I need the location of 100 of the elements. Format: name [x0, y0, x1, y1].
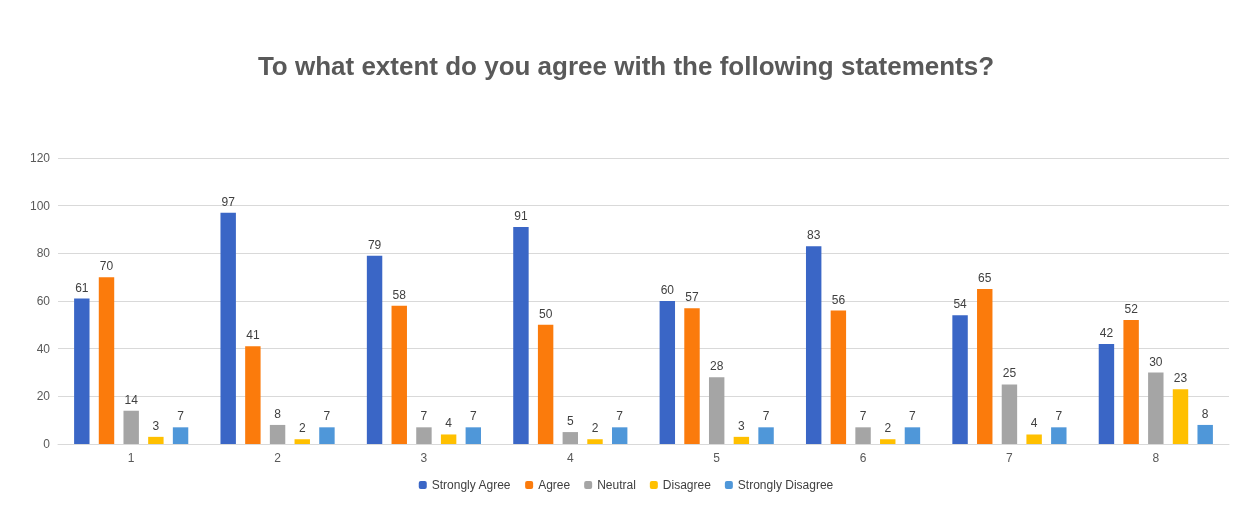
bar: [1051, 427, 1067, 444]
bar: [440, 434, 457, 444]
data-label: 4: [445, 416, 453, 431]
bar: [733, 436, 750, 444]
x-tick-label: 4: [566, 451, 574, 465]
bar: [98, 277, 115, 444]
bar: [416, 427, 432, 444]
bar: [1172, 389, 1189, 444]
data-label: 7: [177, 409, 185, 424]
data-label: 2: [298, 421, 306, 436]
y-tick-label: 40: [36, 341, 51, 356]
bar: [391, 305, 407, 444]
y-tick-label: 80: [36, 246, 51, 261]
x-tick-label: 7: [1006, 451, 1014, 465]
bar: [659, 301, 676, 444]
data-label: 23: [1173, 371, 1188, 386]
data-label: 52: [1124, 302, 1139, 317]
bar: [269, 424, 286, 444]
data-label: 2: [591, 421, 599, 436]
legend-label: Agree: [538, 478, 571, 492]
data-label: 79: [367, 237, 382, 252]
y-tick-label: 0: [43, 437, 51, 451]
data-label: 41: [246, 328, 260, 343]
data-label: 25: [1002, 366, 1017, 381]
bar: [537, 324, 554, 444]
bar: [1001, 384, 1018, 444]
bar: [684, 308, 700, 444]
data-label: 5: [566, 414, 574, 429]
y-tick-label: 100: [29, 198, 51, 213]
x-tick-label: 3: [420, 451, 428, 465]
bar: [1123, 320, 1139, 444]
bar: [513, 227, 529, 444]
bar: [587, 439, 603, 444]
bar: [294, 439, 310, 444]
data-label: 14: [124, 392, 139, 407]
bar: [74, 298, 90, 444]
data-label: 28: [710, 359, 724, 374]
legend-label: Strongly Disagree: [737, 478, 834, 492]
data-label: 7: [323, 409, 331, 424]
data-label: 3: [738, 418, 746, 433]
bar: [245, 346, 261, 444]
data-label: 7: [1055, 409, 1063, 424]
bar: [611, 427, 628, 444]
data-label: 60: [660, 283, 675, 297]
bar: [148, 436, 164, 444]
bar: [220, 212, 236, 444]
bar: [1098, 343, 1115, 444]
data-label: 30: [1149, 354, 1163, 369]
bar: [904, 427, 921, 444]
bar: [758, 427, 774, 444]
data-label: 7: [909, 409, 917, 424]
x-tick-label: 1: [127, 451, 135, 465]
data-label: 61: [75, 280, 89, 295]
data-label: 3: [152, 418, 160, 433]
data-label: 7: [859, 409, 867, 424]
legend-label: Strongly Agree: [431, 478, 511, 492]
data-label: 7: [469, 409, 477, 424]
bar: [172, 427, 189, 444]
x-tick-label: 8: [1152, 451, 1160, 465]
bar: [465, 427, 482, 444]
data-label: 8: [274, 406, 282, 421]
data-label: 7: [420, 409, 428, 424]
data-label: 83: [807, 228, 821, 243]
legend-label: Neutral: [597, 478, 636, 492]
data-label: 57: [685, 290, 699, 305]
bar: [855, 427, 871, 444]
bar: [366, 255, 383, 444]
data-label: 7: [616, 409, 624, 424]
data-label: 70: [99, 259, 114, 274]
bar: [1197, 424, 1213, 444]
bar: [319, 427, 335, 444]
bar: [830, 310, 847, 444]
data-label: 4: [1030, 416, 1038, 431]
data-label: 8: [1201, 406, 1209, 421]
y-tick-label: 20: [36, 389, 51, 404]
bar: [977, 289, 993, 444]
data-label: 97: [221, 194, 236, 209]
x-tick-label: 5: [713, 451, 721, 465]
bar: [1148, 372, 1164, 444]
bar: [952, 315, 968, 444]
bar: [562, 432, 579, 444]
x-tick-label: 2: [274, 451, 282, 465]
y-tick-label: 120: [29, 151, 51, 165]
y-tick-label: 60: [36, 294, 51, 308]
data-label: 50: [538, 306, 553, 321]
bar: [1026, 434, 1042, 444]
data-label: 7: [762, 409, 770, 424]
data-label: 58: [392, 287, 407, 302]
data-label: 2: [884, 421, 892, 436]
chart-title: To what extent do you agree with the following statements?: [257, 51, 995, 81]
data-label: 42: [1099, 325, 1114, 340]
data-label: 54: [953, 297, 968, 312]
bar: [880, 439, 896, 444]
bar: [708, 377, 725, 444]
bar: [123, 410, 139, 444]
data-label: 65: [978, 271, 992, 286]
data-label: 91: [514, 209, 528, 224]
data-label: 56: [831, 292, 846, 307]
x-tick-label: 6: [859, 451, 867, 465]
legend-label: Disagree: [662, 478, 712, 492]
